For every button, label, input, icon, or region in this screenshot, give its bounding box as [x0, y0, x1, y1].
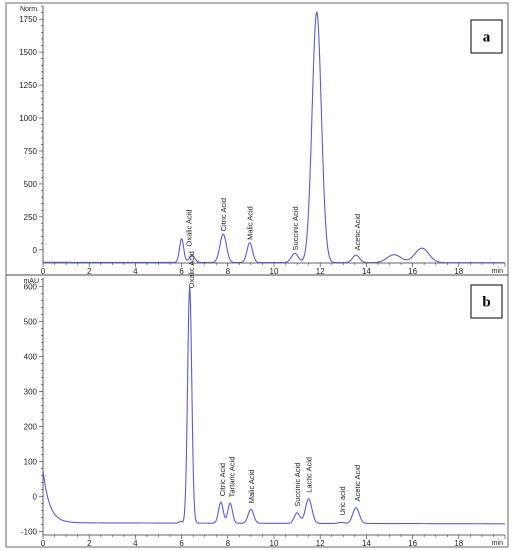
y-tick-label: 1500: [19, 48, 37, 57]
y-tick-label: 1750: [19, 15, 37, 24]
y-tick-label: 750: [24, 147, 38, 156]
series-line: [43, 11, 505, 264]
x-tick-label: 0: [41, 267, 46, 276]
x-tick-label: 10: [270, 267, 279, 276]
y-tick-label: 250: [24, 213, 38, 222]
peak-label: Citric Acid: [219, 198, 228, 231]
y-tick-label: 300: [24, 388, 38, 397]
peak-label: Oxalic Acid: [187, 251, 196, 288]
x-tick-label: 12: [316, 539, 325, 548]
panel-letter-box: [470, 284, 503, 319]
x-tick-label: 14: [362, 267, 371, 276]
y-tick-label: 100: [24, 458, 38, 467]
peak-label: Uric acid: [338, 486, 347, 515]
peak-label: Succinic Acid: [293, 463, 302, 507]
x-tick-label: 18: [454, 267, 463, 276]
panel-border: [5, 274, 509, 548]
y-tick-label: 1250: [19, 81, 37, 90]
x-tick-label: 6: [179, 267, 184, 276]
x-tick-label: 2: [87, 539, 92, 548]
x-tick-label: 10: [270, 539, 279, 548]
series-line: [42, 287, 505, 525]
y-tick-label: 200: [24, 423, 38, 432]
x-axis-unit: min: [492, 540, 503, 547]
y-tick-label: 0: [33, 246, 38, 255]
peak-label: Oxalic Acid: [185, 209, 194, 246]
x-axis-unit: min: [492, 268, 503, 275]
panel-border: [5, 2, 509, 276]
y-axis-unit: Norm.: [20, 6, 39, 13]
peak-label: Malic Acid: [247, 470, 256, 504]
chromatogram-panel-a: 0 2 4 6 8 10 12 14 16 18 min 0 250 500 750 1000 1250 1500…: [5, 2, 509, 276]
x-tick-label: 8: [226, 539, 231, 548]
x-tick-label: 12: [316, 267, 325, 276]
x-tick-label: 8: [226, 267, 231, 276]
y-tick-label: 600: [24, 283, 38, 292]
peak-label: Lactic Acid: [305, 457, 314, 493]
x-tick-label: 16: [408, 267, 417, 276]
panel-letter: a: [483, 30, 491, 46]
peak-label: Acetic Acid: [353, 214, 362, 251]
x-tick-label: 0: [41, 539, 46, 548]
x-tick-label: 2: [87, 267, 92, 276]
y-tick-label: 500: [24, 180, 38, 189]
peak-label: Acetic Acid: [353, 465, 362, 502]
peak-label: Citric Acid: [218, 463, 227, 496]
panel-letter: b: [482, 295, 490, 311]
y-axis-unit: mAU: [23, 278, 39, 285]
panel-letter-box: [470, 19, 503, 54]
x-tick-label: 4: [133, 539, 138, 548]
x-tick-label: 6: [179, 539, 184, 548]
y-tick-label: 400: [24, 353, 38, 362]
y-tick-label: 1000: [19, 114, 37, 123]
x-tick-label: 18: [454, 539, 463, 548]
y-tick-label: 0: [33, 493, 38, 502]
x-tick-label: 14: [362, 539, 371, 548]
x-tick-label: 16: [408, 539, 417, 548]
chromatogram-panel-b: 0 2 4 6 8 10 12 14 16 18 min-100010020030040050060…: [5, 251, 509, 548]
peak-label: Succinic Acid: [291, 206, 300, 250]
y-tick-label: -100: [21, 528, 38, 537]
peak-label: Tartaric Acid: [227, 456, 236, 497]
y-tick-label: 500: [24, 318, 38, 327]
x-tick-label: 4: [133, 267, 138, 276]
peak-label: Malic Acid: [246, 206, 255, 240]
